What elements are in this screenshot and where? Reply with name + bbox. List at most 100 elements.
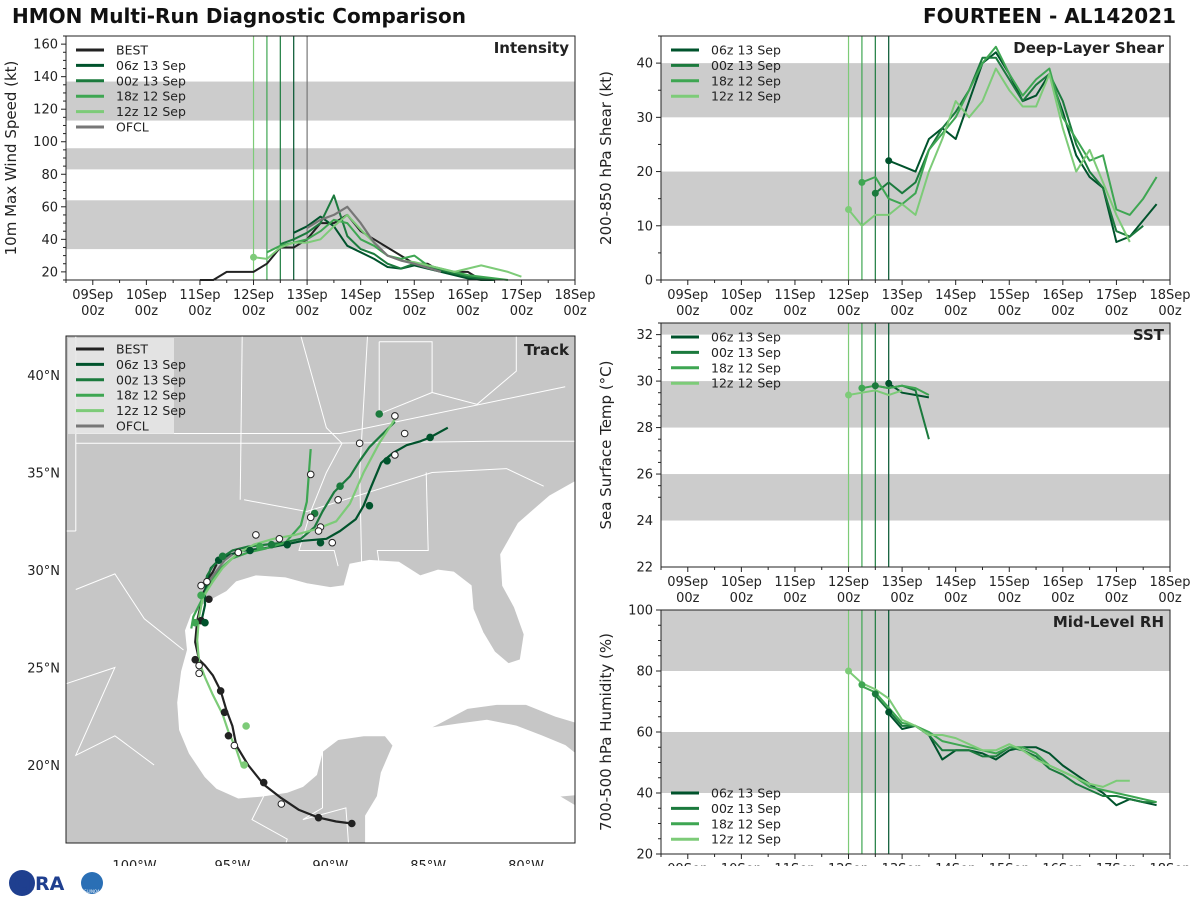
intensity-shade-band xyxy=(66,148,575,170)
legend-label-06z-13-sep: 06z 13 Sep xyxy=(711,330,781,345)
shear-x-tick-hour: 00z xyxy=(1105,304,1129,319)
sst-plot-bg xyxy=(661,323,1170,567)
legend-label-18z-12-sep: 18z 12 Sep xyxy=(711,360,781,375)
shear-x-tick-hour: 00z xyxy=(890,304,914,319)
shear-y-tick-label: 20 xyxy=(636,165,653,180)
shear-y-tick-label: 10 xyxy=(636,219,653,234)
state-border-line xyxy=(66,666,155,766)
shear-x-tick-date: 12Sep xyxy=(828,288,869,303)
shear-x-tick-hour: 00z xyxy=(944,304,968,319)
sst-x-tick-date: 13Sep xyxy=(882,575,923,590)
sst-frame xyxy=(660,322,1171,568)
rh-panel-title: Mid-Level RH xyxy=(1053,613,1164,631)
intensity-x-tick-date: 16Sep xyxy=(447,288,488,303)
track-lat-label: 30°N xyxy=(27,564,60,579)
legend-label-18z-12-sep: 18z 12 Sep xyxy=(711,816,781,831)
track-marker-best xyxy=(220,708,229,717)
legend-label-06z-13-sep: 06z 13 Sep xyxy=(116,357,186,372)
state-border-line xyxy=(298,336,343,567)
track-marker-00z-13-sep xyxy=(218,552,227,561)
legend-label-12z-12-sep: 12z 12 Sep xyxy=(711,376,781,391)
legend-label-ofcl: OFCL xyxy=(116,419,149,434)
rh-x-tick-date: 11Sep xyxy=(774,862,815,866)
state-border-line xyxy=(376,472,429,565)
rh-x-tick-date: 16Sep xyxy=(1042,862,1083,866)
sst-x-tick-date: 14Sep xyxy=(935,575,976,590)
sst-init-point-12z-12-sep xyxy=(845,391,853,399)
legend-label-06z-13-sep: 06z 13 Sep xyxy=(711,43,781,58)
track-marker-18z-12-sep xyxy=(314,527,323,535)
track-lon-label: 100°W xyxy=(112,859,156,866)
sst-y-tick-label: 30 xyxy=(636,375,653,390)
rh-x-tick-date: 13Sep xyxy=(882,862,923,866)
track-marker-06z-13-sep xyxy=(383,457,391,465)
intensity-y-axis-label: 10m Max Wind Speed (kt) xyxy=(2,61,20,256)
track-marker-best xyxy=(203,577,211,586)
state-border-line xyxy=(244,468,544,513)
track-lon-label: 85°W xyxy=(410,859,446,866)
intensity-y-tick-label: 100 xyxy=(33,135,58,150)
track-marker-00z-13-sep xyxy=(355,439,364,448)
track-marker-18z-12-sep xyxy=(197,591,205,600)
track-marker-06z-13-sep xyxy=(283,540,292,549)
rh-x-tick-date: 12Sep xyxy=(828,862,869,866)
intensity-y-tick-label: 40 xyxy=(41,233,58,248)
intensity-y-tick-label: 60 xyxy=(41,200,58,215)
intensity-series-06z-13-sep xyxy=(293,215,495,281)
shear-panel-title: Deep-Layer Shear xyxy=(1013,39,1164,57)
legend-label-18z-12-sep: 18z 12 Sep xyxy=(711,73,781,88)
state-border-line xyxy=(359,336,368,563)
track-marker-00z-13-sep xyxy=(375,410,384,418)
track-lat-label: 35°N xyxy=(27,467,60,482)
shear-init-point-06z-13-sep xyxy=(885,157,893,165)
legend-label-18z-12-sep: 18z 12 Sep xyxy=(116,388,186,403)
legend-label-best: BEST xyxy=(116,342,148,357)
sst-x-tick-hour: 00z xyxy=(730,591,754,606)
logo-globe-icon xyxy=(9,870,35,896)
intensity-x-tick-date: 10Sep xyxy=(126,288,167,303)
sst-x-tick-date: 15Sep xyxy=(989,575,1030,590)
sst-y-tick-label: 26 xyxy=(636,468,653,483)
legend-label-06z-13-sep: 06z 13 Sep xyxy=(116,58,186,73)
sst-x-tick-hour: 00z xyxy=(1105,591,1129,606)
track-marker-06z-13-sep xyxy=(391,451,399,459)
intensity-x-tick-hour: 00z xyxy=(135,304,159,319)
rh-x-tick-date: 09Sep xyxy=(667,862,708,866)
shear-series-18z-12-sep xyxy=(861,45,1158,216)
rh-shade-band xyxy=(661,610,1170,671)
legend-label-00z-13-sep: 00z 13 Sep xyxy=(711,801,781,816)
track-marker-06z-13-sep xyxy=(365,501,374,510)
rh-y-tick-label: 20 xyxy=(636,848,653,863)
main-title: HMON Multi-Run Diagnostic Comparison xyxy=(12,4,466,28)
track-lon-label: 95°W xyxy=(214,859,250,866)
track-marker-06z-13-sep xyxy=(316,538,325,547)
track-panel-title: Track xyxy=(524,341,570,359)
legend-label-18z-12-sep: 18z 12 Sep xyxy=(116,89,186,104)
track-marker-12z-12-sep xyxy=(275,535,284,543)
shear-x-tick-hour: 00z xyxy=(1051,304,1075,319)
sst-shade-band xyxy=(661,323,1170,335)
sst-x-tick-hour: 00z xyxy=(890,591,914,606)
shear-series-12z-12-sep xyxy=(847,67,1131,243)
track-map-layer xyxy=(66,336,575,843)
track-marker-12z-12-sep xyxy=(252,531,260,539)
sst-panel-title: SST xyxy=(1133,326,1165,344)
state-border-line xyxy=(302,751,349,843)
rh-x-tick-date: 18Sep xyxy=(1149,862,1190,866)
track-marker-best xyxy=(314,813,323,822)
shear-shade-band xyxy=(661,63,1170,118)
shear-x-tick-date: 17Sep xyxy=(1096,288,1137,303)
legend-label-06z-13-sep: 06z 13 Sep xyxy=(711,786,781,801)
logo-text: CIRA xyxy=(14,873,65,895)
state-border-line xyxy=(431,336,517,405)
sst-init-point-00z-13-sep xyxy=(871,382,879,390)
sst-x-tick-date: 09Sep xyxy=(667,575,708,590)
shear-x-tick-hour: 00z xyxy=(783,304,807,319)
rh-init-point-00z-13-sep xyxy=(871,690,879,698)
sst-init-point-18z-12-sep xyxy=(858,384,866,392)
sst-y-tick-label: 28 xyxy=(636,421,653,436)
legend-label-best: BEST xyxy=(116,43,148,58)
shear-x-tick-date: 15Sep xyxy=(989,288,1030,303)
rh-init-point-12z-12-sep xyxy=(845,667,853,675)
sst-x-tick-date: 10Sep xyxy=(721,575,762,590)
